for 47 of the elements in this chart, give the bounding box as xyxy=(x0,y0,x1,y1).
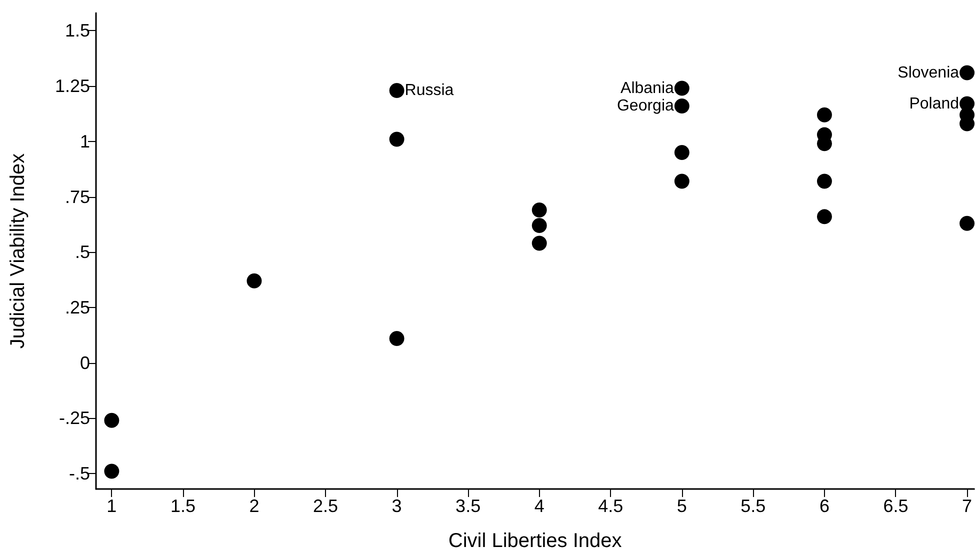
x-tick-label: 6 xyxy=(819,496,830,516)
x-tick-label: 6.5 xyxy=(883,496,908,516)
x-tick-label: 7 xyxy=(962,496,972,516)
y-tick-label: .75 xyxy=(64,186,90,207)
point xyxy=(532,236,547,251)
y-tick-label: 1.5 xyxy=(64,20,90,41)
annotation: Slovenia xyxy=(898,64,960,82)
point xyxy=(246,273,262,288)
annotation: Poland xyxy=(909,95,960,112)
point xyxy=(674,80,690,96)
x-tick-label: 4.5 xyxy=(598,496,624,516)
x-tick-label: 1.5 xyxy=(170,496,196,516)
x-tick-label: 5 xyxy=(676,496,687,516)
point xyxy=(816,174,832,189)
point xyxy=(674,98,690,114)
x-tick-label: 3 xyxy=(392,496,402,516)
annotation: Albania xyxy=(620,80,674,97)
y-tick-label: .25 xyxy=(64,297,90,318)
y-tick-label: -.5 xyxy=(68,464,90,484)
point xyxy=(816,209,832,224)
point xyxy=(532,202,547,218)
x-tick-label: 5.5 xyxy=(740,496,766,516)
point xyxy=(389,132,404,147)
x-tick-label: 2.5 xyxy=(313,496,338,516)
y-axis-title: Judicial Viability Index xyxy=(7,153,29,349)
x-tick-label: 3.5 xyxy=(456,496,481,516)
point xyxy=(816,107,832,122)
point xyxy=(960,216,975,231)
point xyxy=(532,218,547,234)
x-tick-label: 2 xyxy=(249,496,260,516)
x-axis-title: Civil Liberties Index xyxy=(448,530,622,552)
point xyxy=(674,144,690,160)
point xyxy=(104,464,120,479)
x-tick-label: 4 xyxy=(534,496,544,516)
y-tick-label: 0 xyxy=(80,352,90,373)
point xyxy=(104,412,120,428)
point xyxy=(674,174,690,189)
point xyxy=(389,330,404,346)
point xyxy=(960,65,975,80)
x-tick-label: 1 xyxy=(106,496,117,516)
point xyxy=(389,82,404,98)
annotation: Russia xyxy=(404,82,454,99)
y-tick-label: -.25 xyxy=(58,408,90,428)
annotation: Georgia xyxy=(616,97,674,114)
y-tick-label: 1.25 xyxy=(54,76,90,96)
y-tick-label: 1 xyxy=(80,131,90,152)
y-tick-label: .5 xyxy=(74,242,90,262)
